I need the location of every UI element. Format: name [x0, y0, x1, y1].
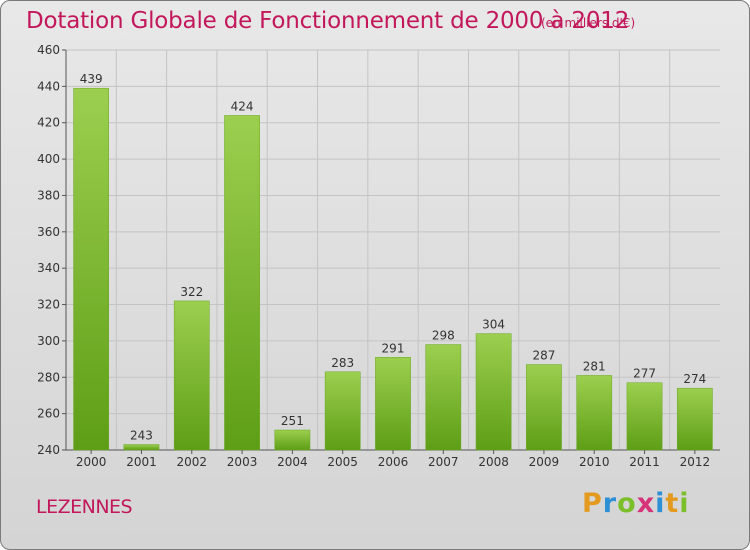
- data-label: 251: [281, 414, 304, 428]
- bar: [375, 357, 411, 451]
- logo-letter: i: [655, 488, 666, 519]
- x-tick-label: 2005: [327, 455, 358, 469]
- y-tick-label: 240: [37, 443, 60, 457]
- logo-letter: o: [617, 488, 637, 519]
- x-tick-label: 2012: [680, 455, 711, 469]
- x-tick-label: 2009: [529, 455, 560, 469]
- y-tick-label: 260: [37, 407, 60, 421]
- data-label: 439: [80, 72, 103, 86]
- data-label: 274: [683, 372, 706, 386]
- logo-letter: t: [665, 488, 680, 519]
- data-label: 322: [180, 285, 203, 299]
- logo-letter: i: [679, 488, 690, 519]
- logo-letter: r: [602, 488, 618, 519]
- y-tick-label: 340: [37, 261, 60, 275]
- y-tick-label: 320: [37, 298, 60, 312]
- logo-letter: x: [636, 488, 656, 519]
- bar: [626, 382, 663, 451]
- y-tick-label: 440: [37, 79, 60, 93]
- proxiti-logo: Proxiti: [582, 488, 690, 519]
- bar: [576, 375, 613, 451]
- y-tick-label: 280: [37, 370, 60, 384]
- chart-subtitle: (en milliers d'€): [541, 16, 636, 30]
- x-tick-label: 2000: [76, 455, 107, 469]
- data-label: 287: [532, 349, 555, 363]
- bar: [224, 115, 260, 451]
- data-label: 283: [331, 356, 354, 370]
- x-tick-label: 2011: [629, 455, 660, 469]
- bar: [425, 344, 462, 451]
- data-label: 277: [633, 367, 656, 381]
- bars: [73, 87, 713, 451]
- data-labels: 439 243 322 424 251 283 291 298 304 287 281 277 274: [80, 72, 707, 442]
- data-label: 281: [583, 359, 606, 373]
- y-tick-label: 420: [37, 116, 60, 130]
- data-label: 304: [482, 318, 505, 332]
- y-tick-label: 460: [37, 43, 60, 57]
- x-tick-label: 2001: [126, 455, 157, 469]
- data-label: 298: [432, 329, 455, 343]
- bar: [123, 444, 160, 451]
- logo-letter: P: [582, 488, 603, 519]
- x-tick-label: 2008: [478, 455, 509, 469]
- y-tick-label: 380: [37, 188, 60, 202]
- bar: [475, 333, 512, 451]
- x-tick-label: 2002: [176, 455, 207, 469]
- x-tick-label: 2004: [277, 455, 308, 469]
- tick-labels: 240 260 280 300 320 340 360 380 400 420 440 460 2000…: [37, 43, 710, 469]
- x-tick-label: 2003: [227, 455, 258, 469]
- x-tick-label: 2007: [428, 455, 459, 469]
- chart-title: Dotation Globale de Fonctionnement de 20…: [26, 8, 630, 34]
- bar: [274, 429, 311, 451]
- bar: [676, 387, 713, 451]
- y-tick-label: 400: [37, 152, 60, 166]
- data-label: 424: [231, 99, 254, 113]
- place-name: LEZENNES: [36, 496, 133, 518]
- bar: [173, 300, 210, 451]
- bar: [324, 371, 361, 451]
- bar: [73, 87, 110, 451]
- data-label: 291: [382, 341, 405, 355]
- x-tick-label: 2006: [378, 455, 409, 469]
- y-tick-label: 300: [37, 334, 60, 348]
- bar: [526, 364, 562, 451]
- y-tick-label: 360: [37, 225, 60, 239]
- data-label: 243: [130, 429, 153, 443]
- x-tick-label: 2010: [579, 455, 610, 469]
